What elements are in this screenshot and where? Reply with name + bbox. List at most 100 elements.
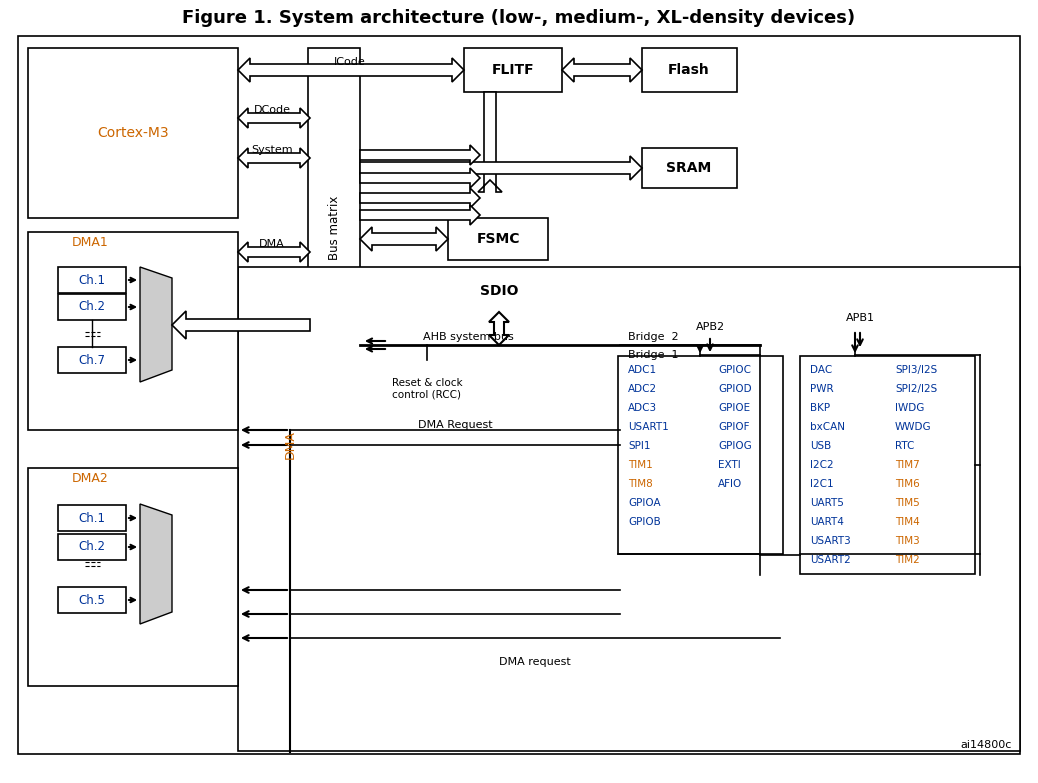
Text: bxCAN: bxCAN — [810, 422, 845, 432]
Bar — [58, 347, 126, 373]
Text: Bridge  1: Bridge 1 — [628, 350, 679, 360]
Text: APB2: APB2 — [695, 322, 725, 332]
Polygon shape — [238, 108, 310, 128]
Text: DMA request: DMA request — [499, 657, 571, 667]
Bar — [58, 505, 126, 531]
Polygon shape — [140, 267, 172, 382]
Polygon shape — [360, 168, 480, 188]
Text: SPI3/I2S: SPI3/I2S — [895, 365, 937, 375]
Polygon shape — [360, 156, 641, 180]
Text: APB1: APB1 — [846, 313, 874, 323]
Text: GPIOC: GPIOC — [718, 365, 752, 375]
Text: AFIO: AFIO — [718, 479, 742, 489]
Polygon shape — [172, 311, 310, 339]
Bar — [58, 294, 126, 320]
Text: FSMC: FSMC — [476, 232, 520, 246]
Bar — [641, 148, 737, 188]
Text: GPIOD: GPIOD — [718, 384, 752, 394]
Text: RTC: RTC — [895, 441, 914, 451]
Text: FLITF: FLITF — [492, 63, 535, 77]
Bar — [618, 356, 783, 554]
Text: System: System — [251, 145, 293, 155]
Text: Cortex-M3: Cortex-M3 — [98, 126, 169, 140]
Polygon shape — [140, 504, 172, 624]
Bar — [28, 468, 238, 686]
Text: SDIO: SDIO — [480, 284, 518, 298]
Polygon shape — [360, 145, 480, 165]
Polygon shape — [479, 92, 502, 192]
Text: SPI1: SPI1 — [628, 441, 651, 451]
Text: TIM8: TIM8 — [628, 479, 653, 489]
Polygon shape — [360, 205, 480, 225]
Text: USART1: USART1 — [628, 422, 668, 432]
Bar — [58, 267, 126, 293]
Text: DMA: DMA — [260, 239, 284, 249]
Text: Ch.2: Ch.2 — [79, 540, 106, 554]
Polygon shape — [238, 242, 310, 262]
Text: DMA Request: DMA Request — [417, 420, 492, 430]
Text: UART5: UART5 — [810, 498, 844, 508]
Text: Ch.1: Ch.1 — [79, 511, 106, 525]
Text: IWDG: IWDG — [895, 403, 925, 413]
Text: TIM7: TIM7 — [895, 460, 920, 470]
Text: Ch.5: Ch.5 — [79, 594, 106, 607]
Text: GPIOA: GPIOA — [628, 498, 660, 508]
Text: EXTI: EXTI — [718, 460, 741, 470]
Text: GPIOB: GPIOB — [628, 517, 661, 527]
Text: DCode: DCode — [253, 105, 291, 115]
Text: Reset & clock
control (RCC): Reset & clock control (RCC) — [391, 378, 462, 400]
Text: USART3: USART3 — [810, 536, 851, 546]
Text: DMA: DMA — [283, 431, 297, 460]
Text: PWR: PWR — [810, 384, 834, 394]
Text: Flash: Flash — [668, 63, 710, 77]
Bar — [58, 534, 126, 560]
Text: TIM1: TIM1 — [628, 460, 653, 470]
Text: ADC2: ADC2 — [628, 384, 657, 394]
Polygon shape — [489, 312, 509, 345]
Text: USB: USB — [810, 441, 831, 451]
Text: ADC1: ADC1 — [628, 365, 657, 375]
Bar — [28, 48, 238, 218]
Bar — [800, 356, 975, 574]
Text: I2C1: I2C1 — [810, 479, 834, 489]
Text: UART4: UART4 — [810, 517, 844, 527]
Text: Ch.2: Ch.2 — [79, 301, 106, 313]
Text: ai14800c: ai14800c — [960, 740, 1011, 750]
Bar — [368, 360, 486, 418]
Text: TIM5: TIM5 — [895, 498, 920, 508]
Bar — [641, 48, 737, 92]
Text: AHB system bus: AHB system bus — [422, 332, 514, 342]
Text: Ch.1: Ch.1 — [79, 273, 106, 287]
Polygon shape — [238, 148, 310, 168]
Text: USART2: USART2 — [810, 555, 851, 565]
Text: GPIOF: GPIOF — [718, 422, 749, 432]
Text: BKP: BKP — [810, 403, 830, 413]
Text: TIM6: TIM6 — [895, 479, 920, 489]
Text: Bridge  2: Bridge 2 — [628, 332, 679, 342]
Text: Bus matrix: Bus matrix — [328, 196, 340, 260]
Text: DAC: DAC — [810, 365, 832, 375]
Text: ADC3: ADC3 — [628, 403, 657, 413]
Text: Figure 1. System architecture (low-, medium-, XL-density devices): Figure 1. System architecture (low-, med… — [183, 9, 855, 27]
Bar — [464, 48, 562, 92]
Text: GPIOE: GPIOE — [718, 403, 750, 413]
Text: DMA1: DMA1 — [72, 236, 109, 250]
Text: DMA2: DMA2 — [72, 471, 109, 485]
Polygon shape — [360, 227, 448, 251]
Text: TIM2: TIM2 — [895, 555, 920, 565]
Text: GPIOG: GPIOG — [718, 441, 752, 451]
Text: TIM3: TIM3 — [895, 536, 920, 546]
Bar — [58, 587, 126, 613]
Polygon shape — [562, 58, 641, 82]
Bar — [28, 232, 238, 430]
Text: ICode: ICode — [334, 57, 365, 67]
Text: Ch.7: Ch.7 — [79, 353, 106, 366]
Bar — [448, 218, 548, 260]
Text: I2C2: I2C2 — [810, 460, 834, 470]
Bar — [308, 48, 360, 408]
Text: WWDG: WWDG — [895, 422, 932, 432]
Text: SPI2/I2S: SPI2/I2S — [895, 384, 937, 394]
Polygon shape — [238, 58, 464, 82]
Polygon shape — [360, 188, 480, 208]
Text: TIM4: TIM4 — [895, 517, 920, 527]
